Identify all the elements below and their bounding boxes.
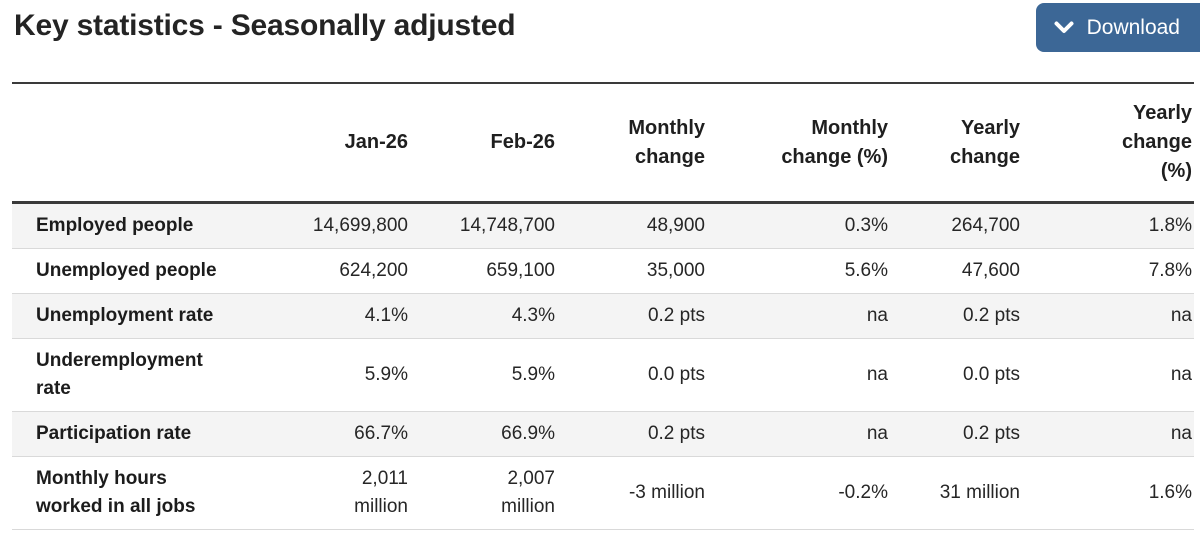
cell-yearly-change-pct: na <box>1170 364 1192 385</box>
cell-monthly-change: 0.2 pts <box>647 423 705 444</box>
chevron-down-icon <box>1054 21 1074 34</box>
table-row-underemployment-rate: Underemployment rate 5.9% 5.9% 0.0 pts na… <box>12 339 1194 412</box>
cell-monthly-change: 35,000 <box>646 260 705 281</box>
panel-header: Key statistics - Seasonally adjusted <box>12 0 1194 84</box>
cell-jan-26: 2,011 million <box>354 468 408 517</box>
header-yearly-change: Yearly change <box>890 84 1022 204</box>
header-feb-26: Feb-26 <box>410 84 557 204</box>
row-label: Employed people <box>36 215 194 236</box>
table-row-participation-rate: Participation rate 66.7% 66.9% 0.2 pts n… <box>12 411 1194 457</box>
cell-yearly-change: 31 million <box>939 482 1020 503</box>
cell-monthly-change: 48,900 <box>646 215 705 236</box>
row-label: Monthly hours worked in all jobs <box>36 468 196 517</box>
row-label: Participation rate <box>36 423 192 444</box>
cell-monthly-change-pct: na <box>866 423 888 444</box>
cell-yearly-change-pct: na <box>1170 423 1192 444</box>
cell-yearly-change-pct: 1.8% <box>1148 215 1192 236</box>
cell-yearly-change: 47,600 <box>961 260 1020 281</box>
row-label: Underemployment rate <box>36 350 203 399</box>
table-row-employed-people: Employed people 14,699,800 14,748,700 48… <box>12 202 1194 249</box>
cell-monthly-change: 0.2 pts <box>647 305 705 326</box>
row-label: Unemployment rate <box>36 305 214 326</box>
table-row-monthly-hours-worked: Monthly hours worked in all jobs 2,011 mil… <box>12 457 1194 530</box>
header-jan-26: Jan-26 <box>227 84 410 204</box>
cell-feb-26: 659,100 <box>486 260 555 281</box>
cell-feb-26: 2,007 million <box>501 468 555 517</box>
cell-feb-26: 66.9% <box>501 423 555 444</box>
cell-yearly-change-pct: 7.8% <box>1148 260 1192 281</box>
cell-yearly-change: 0.2 pts <box>962 423 1020 444</box>
row-label: Unemployed people <box>36 260 217 281</box>
cell-feb-26: 5.9% <box>511 364 555 385</box>
cell-yearly-change-pct: 1.6% <box>1148 482 1192 503</box>
header-yearly-change-pct: Yearly change (%) <box>1022 84 1194 204</box>
header-monthly-change-pct: Monthly change (%) <box>707 84 890 204</box>
cell-monthly-change-pct: 5.6% <box>844 260 888 281</box>
download-button[interactable]: Download <box>1035 3 1200 52</box>
cell-monthly-change: -3 million <box>628 482 705 503</box>
cell-monthly-change-pct: 0.3% <box>844 215 888 236</box>
download-button-label: Download <box>1086 15 1180 39</box>
cell-jan-26: 66.7% <box>354 423 408 444</box>
cell-yearly-change: 0.0 pts <box>962 364 1020 385</box>
cell-feb-26: 14,748,700 <box>459 215 555 236</box>
header-empty <box>12 84 227 204</box>
cell-monthly-change: 0.0 pts <box>647 364 705 385</box>
cell-yearly-change: 264,700 <box>951 215 1020 236</box>
cell-monthly-change-pct: -0.2% <box>838 482 888 503</box>
cell-yearly-change-pct: na <box>1170 305 1192 326</box>
page-title: Key statistics - Seasonally adjusted <box>14 9 516 42</box>
cell-feb-26: 4.3% <box>511 305 555 326</box>
table-row-unemployment-rate: Unemployment rate 4.1% 4.3% 0.2 pts na 0… <box>12 293 1194 339</box>
cell-monthly-change-pct: na <box>866 364 888 385</box>
key-statistics-panel: Key statistics - Seasonally adjusted Dow… <box>12 0 1200 530</box>
cell-yearly-change: 0.2 pts <box>962 305 1020 326</box>
cell-jan-26: 4.1% <box>364 305 408 326</box>
cell-monthly-change-pct: na <box>866 305 888 326</box>
header-monthly-change: Monthly change <box>557 84 707 204</box>
key-statistics-table: Jan-26 Feb-26 Monthly change Monthly chang… <box>12 84 1194 530</box>
cell-jan-26: 624,200 <box>339 260 408 281</box>
cell-jan-26: 14,699,800 <box>312 215 408 236</box>
cell-jan-26: 5.9% <box>364 364 408 385</box>
table-row-unemployed-people: Unemployed people 624,200 659,100 35,000… <box>12 249 1194 294</box>
table-header-row: Jan-26 Feb-26 Monthly change Monthly chang… <box>12 84 1194 204</box>
